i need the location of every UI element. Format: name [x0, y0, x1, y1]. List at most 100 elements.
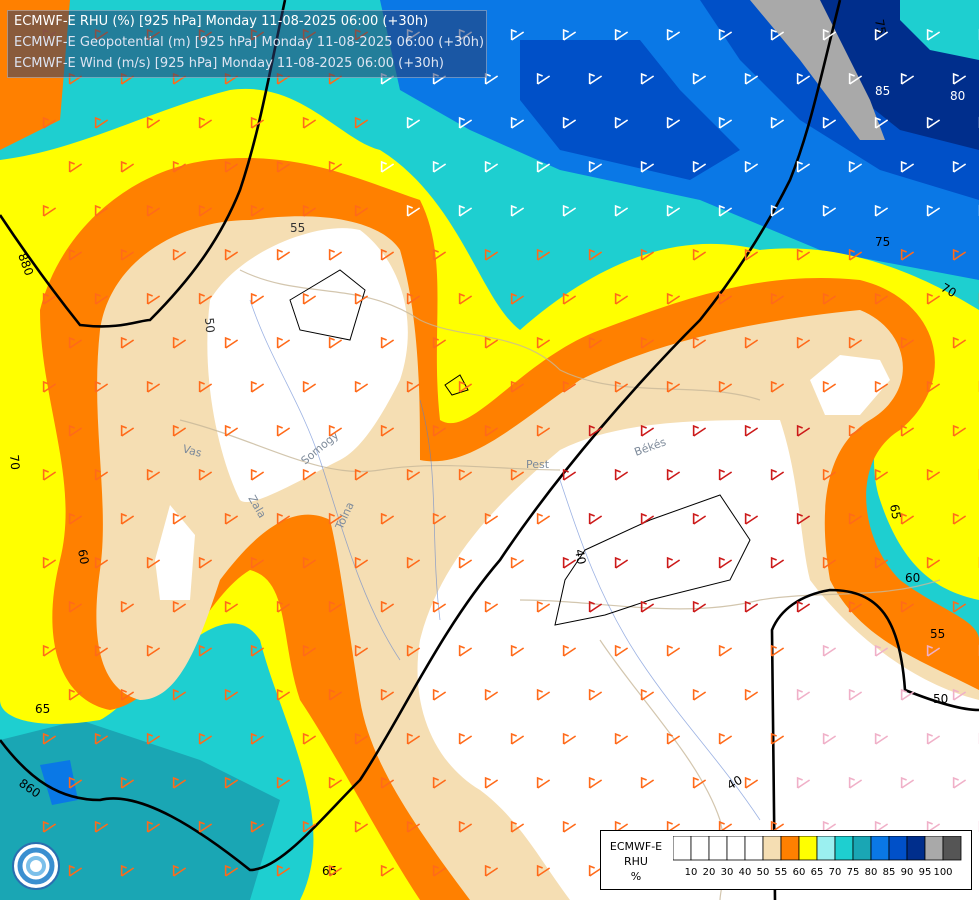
wind-barb	[848, 512, 863, 525]
wind-barb	[250, 556, 265, 569]
wind-barb	[94, 468, 109, 481]
wind-barb	[172, 160, 187, 173]
wind-barb	[770, 380, 785, 393]
wind-barb	[666, 468, 681, 481]
wind-barb	[588, 72, 603, 85]
legend-swatch	[906, 836, 926, 861]
wind-barb	[510, 644, 525, 657]
wind-barb	[900, 688, 915, 701]
wind-barb	[302, 380, 317, 393]
wind-barb	[380, 512, 395, 525]
wind-barb	[718, 380, 733, 393]
wind-barb	[614, 468, 629, 481]
contour-label-50a: 50	[202, 317, 217, 333]
wind-barb	[198, 556, 213, 569]
legend-tick-label: 55	[774, 867, 788, 878]
wind-barb	[42, 820, 57, 833]
wind-barb	[224, 512, 239, 525]
wind-barb	[406, 732, 421, 745]
wind-barb	[666, 292, 681, 305]
wind-barb	[510, 204, 525, 217]
wind-barb	[718, 204, 733, 217]
wind-barb	[380, 160, 395, 173]
place-label-vas: Vas	[181, 442, 203, 460]
wind-barb	[926, 644, 941, 657]
wind-barb	[822, 732, 837, 745]
wind-barb	[952, 336, 967, 349]
wind-barb	[666, 380, 681, 393]
rhu-field-70-ne	[900, 0, 979, 60]
wind-barb	[822, 556, 837, 569]
wind-barb	[250, 116, 265, 129]
wind-barb	[484, 600, 499, 613]
wind-barb	[276, 160, 291, 173]
wind-barb	[68, 248, 83, 261]
wind-barb	[536, 424, 551, 437]
wind-barb	[926, 116, 941, 129]
wind-barb	[250, 380, 265, 393]
wind-barb	[484, 424, 499, 437]
wind-barb	[42, 556, 57, 569]
wind-barb	[302, 468, 317, 481]
wind-barb	[42, 204, 57, 217]
wind-barb	[926, 732, 941, 745]
wind-barb	[848, 248, 863, 261]
rhu-field-50-east	[810, 355, 890, 415]
wind-barb	[536, 600, 551, 613]
wind-barb	[770, 468, 785, 481]
wind-barb	[952, 160, 967, 173]
wind-barb	[120, 336, 135, 349]
wind-barb	[120, 424, 135, 437]
wind-barb	[718, 556, 733, 569]
legend-tick-label: 65	[810, 867, 824, 878]
wind-barb	[432, 336, 447, 349]
wind-barb	[510, 732, 525, 745]
legend-swatch	[942, 836, 962, 861]
wind-barb	[354, 468, 369, 481]
wind-barb	[900, 72, 915, 85]
wind-barb	[146, 732, 161, 745]
wind-barb	[952, 512, 967, 525]
wind-barb	[588, 864, 603, 877]
legend-swatch	[673, 836, 692, 861]
contour-label-65a: 65	[35, 702, 50, 716]
wind-barb	[874, 28, 889, 41]
wind-barb	[796, 248, 811, 261]
wind-barb	[146, 644, 161, 657]
wind-barb	[848, 424, 863, 437]
wind-barb	[354, 820, 369, 833]
wind-barb	[666, 28, 681, 41]
wind-barb	[952, 424, 967, 437]
wind-barb	[68, 424, 83, 437]
wind-barb	[692, 424, 707, 437]
wind-barb	[900, 336, 915, 349]
legend-tick-label: 60	[792, 867, 806, 878]
wind-barb	[406, 556, 421, 569]
wind-barb	[926, 556, 941, 569]
wind-barb	[874, 204, 889, 217]
wind-barb	[458, 380, 473, 393]
wind-barb	[614, 732, 629, 745]
wind-barb	[796, 424, 811, 437]
wind-barb	[692, 160, 707, 173]
wind-barb	[770, 732, 785, 745]
wind-barb	[874, 380, 889, 393]
legend-swatch	[816, 836, 836, 861]
wind-barb	[354, 204, 369, 217]
wind-barb	[68, 864, 83, 877]
wind-barb	[68, 160, 83, 173]
wind-barb	[926, 468, 941, 481]
contour-label-65b: 65	[887, 503, 903, 520]
wind-barb	[718, 116, 733, 129]
wind-barb	[822, 28, 837, 41]
wind-barb	[172, 336, 187, 349]
contour-label-40a: 40	[572, 548, 588, 565]
wind-barb	[94, 292, 109, 305]
wind-barb	[640, 776, 655, 789]
wind-barb	[510, 292, 525, 305]
wind-barb	[588, 512, 603, 525]
legend-tick-label: 80	[864, 867, 878, 878]
wind-barb	[692, 600, 707, 613]
wind-barb	[458, 732, 473, 745]
